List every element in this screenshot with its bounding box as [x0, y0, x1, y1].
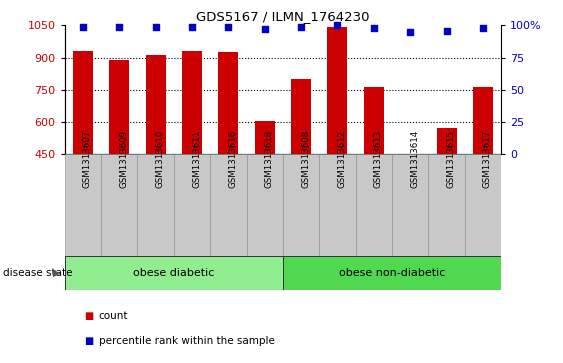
Text: GSM1313610: GSM1313610	[155, 130, 164, 188]
Bar	[428, 154, 464, 256]
Bar	[109, 60, 129, 154]
Title: GDS5167 / ILMN_1764230: GDS5167 / ILMN_1764230	[196, 10, 370, 23]
Bar	[65, 256, 283, 290]
Text: GSM1313615: GSM1313615	[446, 130, 455, 188]
Point	[369, 25, 378, 31]
Point	[297, 24, 306, 30]
Text: GSM1313618: GSM1313618	[265, 130, 274, 188]
Point	[78, 24, 87, 30]
Text: obese diabetic: obese diabetic	[133, 268, 215, 278]
Point	[187, 24, 196, 30]
Bar	[473, 87, 493, 154]
Bar	[146, 56, 166, 154]
Text: ▶: ▶	[53, 268, 61, 278]
Bar	[247, 154, 283, 256]
Bar	[464, 154, 501, 256]
Bar	[254, 121, 275, 154]
Point	[224, 24, 233, 30]
Text: GSM1313609: GSM1313609	[119, 130, 128, 188]
Text: ■: ■	[84, 311, 93, 321]
Text: GSM1313611: GSM1313611	[192, 130, 201, 188]
Bar	[101, 154, 137, 256]
Text: GSM1313607: GSM1313607	[83, 130, 92, 188]
Bar	[182, 51, 202, 154]
Text: disease state: disease state	[3, 268, 72, 278]
Bar	[210, 154, 247, 256]
Text: ■: ■	[84, 336, 93, 346]
Bar	[137, 154, 174, 256]
Bar	[291, 79, 311, 154]
Point	[115, 24, 124, 30]
Text: GSM1313612: GSM1313612	[337, 130, 346, 188]
Bar	[218, 52, 238, 154]
Point	[406, 29, 415, 35]
Bar	[283, 256, 501, 290]
Bar	[328, 27, 347, 154]
Point	[442, 28, 451, 33]
Bar	[356, 154, 392, 256]
Bar	[174, 154, 210, 256]
Point	[333, 23, 342, 28]
Bar	[364, 87, 384, 154]
Text: GSM1313617: GSM1313617	[483, 130, 492, 188]
Text: GSM1313616: GSM1313616	[229, 130, 238, 188]
Bar	[392, 154, 428, 256]
Text: GSM1313614: GSM1313614	[410, 130, 419, 188]
Bar	[283, 154, 319, 256]
Text: GSM1313613: GSM1313613	[374, 130, 383, 188]
Bar	[73, 51, 93, 154]
Text: percentile rank within the sample: percentile rank within the sample	[99, 336, 274, 346]
Point	[479, 25, 488, 31]
Bar	[319, 154, 356, 256]
Point	[260, 26, 269, 32]
Bar	[65, 154, 101, 256]
Text: GSM1313608: GSM1313608	[301, 130, 310, 188]
Bar	[436, 128, 457, 154]
Text: count: count	[99, 311, 128, 321]
Point	[151, 24, 160, 30]
Text: obese non-diabetic: obese non-diabetic	[339, 268, 445, 278]
